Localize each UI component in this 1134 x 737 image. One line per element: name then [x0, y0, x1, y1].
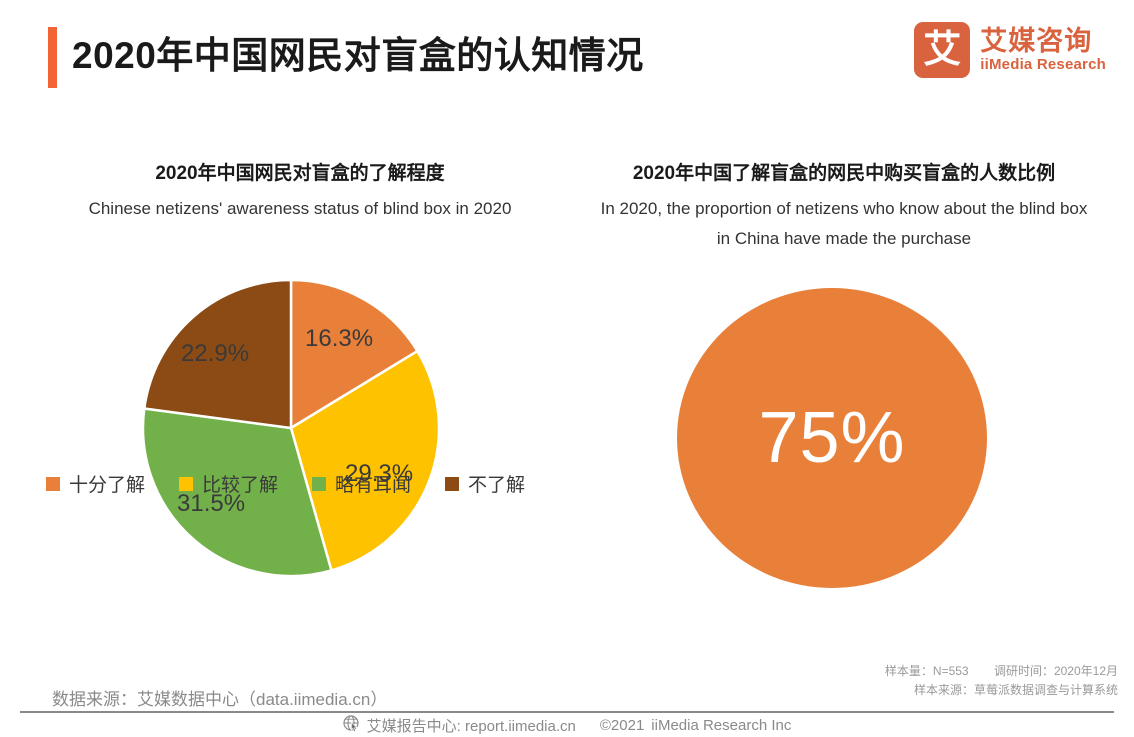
- pie-legend: 十分了解 比较了解 略有耳闻 不了解: [22, 470, 552, 497]
- right-chart-panel: 2020年中国了解盲盒的网民中购买盲盒的人数比例 In 2020, the pr…: [566, 160, 1122, 588]
- sample-info-note: 样本量：N=553 调研时间：2020年12月 样本来源：草莓派数据调查与计算系…: [885, 662, 1118, 700]
- logo-name-cn: 艾媒咨询: [980, 26, 1093, 56]
- pie-value-label-2: 29.3%: [345, 460, 414, 487]
- logo-text: 艾媒咨询 iiMedia Research: [980, 26, 1106, 74]
- pie-slice-2-fairly-familiar: [289, 349, 441, 572]
- purchase-ratio-circle: 75%: [677, 288, 987, 588]
- right-chart-title: 2020年中国了解盲盒的网民中购买盲盒的人数比例: [632, 163, 1056, 184]
- legend-label: 比较了解: [202, 475, 279, 496]
- title-accent-bar: [48, 27, 57, 88]
- legend-label: 略有耳闻: [335, 475, 412, 496]
- pie-slice-4-not-familiar: [142, 278, 293, 430]
- legend-item-very-familiar[interactable]: 十分了解: [46, 470, 145, 497]
- sample-source-label: 样本来源：草莓派数据调查与计算系统: [913, 683, 1118, 697]
- pie-svg: [141, 278, 441, 578]
- left-chart-subtitle: Chinese netizens' awareness status of bl…: [88, 199, 512, 218]
- purchase-ratio-value: 75%: [758, 398, 906, 478]
- legend-item-fairly-familiar[interactable]: 比较了解: [179, 470, 278, 497]
- footer-site-label[interactable]: 艾媒报告中心: report.iimedia.cn: [366, 717, 576, 735]
- page-header: 2020年中国网民对盲盒的认知情况 艾 艾媒咨询 iiMedia Researc…: [0, 0, 1134, 112]
- logo-mark-icon: 艾: [914, 22, 971, 78]
- right-chart-subtitle-line2: box in China have made the purchase: [716, 199, 1088, 248]
- footer-bar: 艾媒报告中心: report.iimedia.cn ©2021 iiMedia …: [0, 713, 1134, 737]
- pie-slice-3-heard-of-it: [141, 407, 333, 578]
- purchase-ratio-chart: 75%: [677, 288, 987, 588]
- awareness-pie-chart: 16.3% 29.3% 31.5% 22.9%: [141, 278, 441, 578]
- survey-time-label: 调研时间：2020年12月: [993, 664, 1118, 678]
- page-title: 2020年中国网民对盲盒的认知情况: [72, 35, 644, 76]
- sample-info-line-1: 样本量：N=553 调研时间：2020年12月: [885, 662, 1118, 681]
- pie-value-label-3: 31.5%: [177, 490, 246, 517]
- legend-swatch-icon: [312, 476, 327, 491]
- globe-cursor-icon: [343, 714, 360, 736]
- footer-company: iiMedia Research Inc: [651, 716, 792, 734]
- right-chart-subtitle: In 2020, the proportion of netizens who …: [566, 194, 1122, 254]
- pie-value-label-4: 22.9%: [181, 340, 250, 367]
- legend-label: 十分了解: [69, 475, 146, 496]
- data-source-note: 数据来源：艾媒数据中心（data.iimedia.cn）: [52, 690, 388, 709]
- footer-copyright: ©2021: [599, 716, 645, 734]
- legend-item-heard-of-it[interactable]: 略有耳闻: [312, 470, 411, 497]
- pie-value-label-1: 16.3%: [305, 325, 374, 352]
- legend-item-not-familiar[interactable]: 不了解: [445, 470, 525, 497]
- left-chart-title: 2020年中国网民对盲盒的了解程度: [155, 163, 445, 184]
- brand-logo: 艾 艾媒咨询 iiMedia Research: [914, 22, 1106, 78]
- right-chart-subtitle-line1: In 2020, the proportion of netizens who …: [600, 199, 1056, 218]
- logo-name-en: iiMedia Research: [980, 56, 1106, 73]
- legend-label: 不了解: [468, 475, 526, 496]
- legend-swatch-icon: [445, 476, 460, 491]
- pie-slice-1-very-familiar: [289, 278, 420, 431]
- legend-swatch-icon: [46, 476, 60, 491]
- footer-divider: [20, 711, 1114, 713]
- legend-swatch-icon: [179, 476, 194, 491]
- left-chart-panel: 2020年中国网民对盲盒的了解程度 Chinese netizens' awar…: [22, 160, 578, 578]
- sample-size-label: 样本量：N=553: [884, 664, 969, 678]
